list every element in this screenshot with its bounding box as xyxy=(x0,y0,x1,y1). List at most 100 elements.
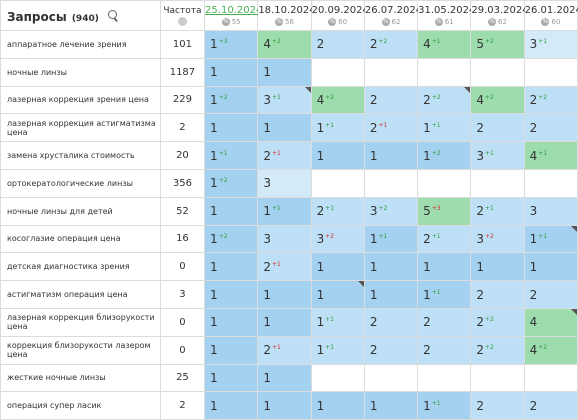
position-cell[interactable] xyxy=(363,57,419,87)
position-cell[interactable]: 3 xyxy=(523,196,578,226)
position-cell[interactable]: 1+2 xyxy=(204,85,259,115)
position-cell[interactable]: 1+2 xyxy=(204,224,259,254)
query-cell[interactable]: замена хрусталика стоимость xyxy=(0,141,161,170)
date-column-header[interactable]: 31.05.2024% 61 xyxy=(417,0,475,31)
position-cell[interactable]: 1+1 xyxy=(417,280,472,309)
position-cell[interactable] xyxy=(363,168,419,198)
query-cell[interactable]: ночные линзы xyxy=(0,57,161,87)
position-cell[interactable]: 2 xyxy=(523,280,578,309)
position-cell[interactable]: 3+1 xyxy=(470,141,525,170)
position-cell[interactable]: 1 xyxy=(363,141,419,170)
position-cell[interactable] xyxy=(363,363,419,393)
position-cell[interactable]: 3 xyxy=(257,168,312,198)
position-cell[interactable]: 1+1 xyxy=(310,335,365,365)
position-cell[interactable]: 3+2 xyxy=(363,196,419,226)
position-cell[interactable]: 1 xyxy=(257,307,312,337)
position-cell[interactable]: 2+2 xyxy=(470,307,525,337)
position-cell[interactable]: 2+1 xyxy=(417,224,472,254)
query-cell[interactable]: косоглазие операция цена xyxy=(0,224,161,254)
query-cell[interactable]: лазерная коррекция астигматизма цена xyxy=(0,113,161,143)
position-cell[interactable] xyxy=(417,168,472,198)
position-cell[interactable]: 5+3 xyxy=(417,196,472,226)
position-cell[interactable]: 1+1 xyxy=(310,113,365,143)
position-cell[interactable]: 2 xyxy=(470,391,525,420)
position-cell[interactable]: 3+1 xyxy=(523,30,578,59)
position-cell[interactable]: 4 xyxy=(523,307,578,337)
position-cell[interactable]: 1 xyxy=(310,280,365,309)
position-cell[interactable]: 1+2 xyxy=(417,141,472,170)
position-cell[interactable]: 1+1 xyxy=(417,391,472,420)
position-cell[interactable]: 3+2 xyxy=(470,224,525,254)
position-cell[interactable]: 2+2 xyxy=(470,335,525,365)
query-cell[interactable]: операция супер ласик xyxy=(0,391,161,420)
date-column-header[interactable]: 18.10.2024% 56 xyxy=(257,0,316,31)
position-cell[interactable]: 1 xyxy=(257,391,312,420)
position-cell[interactable]: 4+1 xyxy=(417,30,472,59)
position-cell[interactable]: 2+1 xyxy=(257,335,312,365)
position-cell[interactable] xyxy=(470,168,525,198)
position-cell[interactable] xyxy=(417,363,472,393)
position-cell[interactable]: 1+1 xyxy=(204,141,259,170)
position-cell[interactable]: 2 xyxy=(417,335,472,365)
position-cell[interactable]: 1 xyxy=(204,307,259,337)
position-cell[interactable]: 3 xyxy=(257,224,312,254)
position-cell[interactable]: 2 xyxy=(363,335,419,365)
position-cell[interactable]: 1 xyxy=(204,196,259,226)
position-cell[interactable]: 2+2 xyxy=(523,85,578,115)
position-cell[interactable]: 1 xyxy=(204,252,259,282)
position-cell[interactable]: 2+2 xyxy=(363,30,419,59)
query-cell[interactable]: лазерная коррекция зрения цена xyxy=(0,85,161,115)
position-cell[interactable]: 1 xyxy=(204,363,259,393)
position-cell[interactable]: 2 xyxy=(523,113,578,143)
query-cell[interactable]: ночные линзы для детей xyxy=(0,196,161,226)
position-cell[interactable]: 1+1 xyxy=(363,224,419,254)
position-cell[interactable]: 2+1 xyxy=(257,252,312,282)
query-cell[interactable]: астигматизм операция цена xyxy=(0,280,161,309)
position-cell[interactable]: 1 xyxy=(417,252,472,282)
query-cell[interactable]: аппаратное лечение зрения xyxy=(0,30,161,59)
position-cell[interactable]: 1 xyxy=(310,252,365,282)
query-cell[interactable]: детская диагностика зрения xyxy=(0,252,161,282)
position-cell[interactable]: 2 xyxy=(470,113,525,143)
position-cell[interactable] xyxy=(310,363,365,393)
position-cell[interactable]: 1 xyxy=(204,280,259,309)
position-cell[interactable]: 5+2 xyxy=(470,30,525,59)
position-cell[interactable]: 3+1 xyxy=(257,85,312,115)
position-cell[interactable]: 1 xyxy=(363,391,419,420)
position-cell[interactable] xyxy=(470,57,525,87)
position-cell[interactable]: 2 xyxy=(470,280,525,309)
position-cell[interactable]: 1 xyxy=(204,113,259,143)
date-column-header[interactable]: 26.01.2024% 60 xyxy=(523,0,578,31)
position-cell[interactable]: 4+2 xyxy=(310,85,365,115)
date-column-header[interactable]: 29.03.2024% 62 xyxy=(470,0,529,31)
position-cell[interactable]: 2 xyxy=(363,307,419,337)
position-cell[interactable]: 4+2 xyxy=(470,85,525,115)
position-cell[interactable]: 3+2 xyxy=(310,224,365,254)
date-column-header[interactable]: 25.10.2024% 55 xyxy=(204,0,263,31)
position-cell[interactable]: 2 xyxy=(310,30,365,59)
position-cell[interactable]: 2 xyxy=(363,85,419,115)
position-cell[interactable]: 1+3 xyxy=(204,30,259,59)
position-cell[interactable]: 1 xyxy=(257,363,312,393)
date-column-header[interactable]: 20.09.2024% 60 xyxy=(310,0,369,31)
query-cell[interactable]: жесткие ночные линзы xyxy=(0,363,161,393)
search-icon[interactable] xyxy=(107,10,117,19)
position-cell[interactable]: 2 xyxy=(523,391,578,420)
date-column-header[interactable]: 26.07.2024% 62 xyxy=(363,0,422,31)
position-cell[interactable] xyxy=(523,168,578,198)
frequency-settings-icon[interactable] xyxy=(177,16,187,26)
position-cell[interactable]: 2+1 xyxy=(470,196,525,226)
position-cell[interactable]: 2+2 xyxy=(417,85,472,115)
query-cell[interactable]: коррекция близорукости лазером цена xyxy=(0,335,161,365)
query-cell[interactable]: ортокератологические линзы xyxy=(0,168,161,198)
date-label[interactable]: 25.10.2024 xyxy=(205,4,263,16)
frequency-header[interactable]: Частота xyxy=(159,0,206,31)
position-cell[interactable] xyxy=(417,57,472,87)
position-cell[interactable] xyxy=(470,363,525,393)
position-cell[interactable]: 1 xyxy=(310,391,365,420)
position-cell[interactable]: 1 xyxy=(257,57,312,87)
position-cell[interactable] xyxy=(310,168,365,198)
position-cell[interactable]: 1 xyxy=(363,280,419,309)
position-cell[interactable]: 1 xyxy=(470,252,525,282)
position-cell[interactable]: 4+2 xyxy=(257,30,312,59)
